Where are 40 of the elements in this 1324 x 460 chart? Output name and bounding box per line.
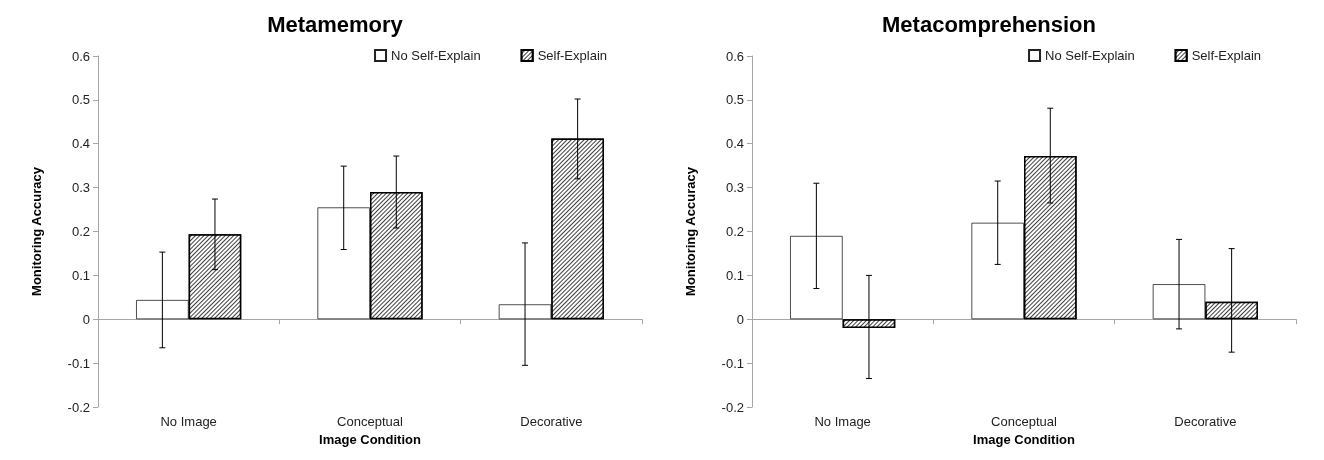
x-axis-title: Image Condition <box>319 431 421 447</box>
x-tick-label: Decorative <box>1174 414 1237 429</box>
y-tick-label: 0.6 <box>71 48 90 64</box>
y-tick-label: -0.2 <box>721 399 744 415</box>
legend-label: Self-Explain <box>537 48 608 63</box>
legend-label: No Self-Explain <box>391 48 481 63</box>
y-tick-label: 0.4 <box>71 136 90 152</box>
bar <box>136 299 189 320</box>
bar <box>498 304 552 320</box>
x-axis-title: Image Condition <box>973 431 1075 447</box>
y-tick-label: 0.4 <box>725 136 744 152</box>
y-tick-label: 0.3 <box>725 180 744 196</box>
legend-label: No Self-Explain <box>1045 48 1135 63</box>
y-tick-label: 0.5 <box>71 92 90 108</box>
y-tick-label: 0.5 <box>725 92 744 108</box>
x-tick-label: No Image <box>814 414 871 429</box>
y-tick-label: 0.3 <box>71 180 90 196</box>
bar <box>790 235 843 320</box>
y-axis-title: Monitoring Accuracy <box>29 166 44 296</box>
y-tick-label: 0.2 <box>71 224 90 239</box>
y-axis-title: Monitoring Accuracy <box>683 166 698 296</box>
chart-title: Metamemory <box>267 11 404 37</box>
y-tick-label: -0.1 <box>721 355 744 371</box>
y-tick-label: 0 <box>82 311 90 327</box>
x-tick-label: Conceptual <box>991 414 1057 429</box>
legend-label: Self-Explain <box>1191 48 1262 63</box>
bar <box>317 207 370 320</box>
y-tick-label: -0.1 <box>67 355 90 371</box>
x-tick-label: No Image <box>160 414 217 429</box>
y-tick-label: 0.1 <box>71 267 90 283</box>
y-tick-label: -0.2 <box>67 399 90 415</box>
x-tick-label: Conceptual <box>337 414 403 429</box>
y-tick-label: 0.2 <box>725 224 744 239</box>
y-tick-label: 0.1 <box>725 267 744 283</box>
chart-title: Metacomprehension <box>882 11 1096 37</box>
y-tick-label: 0.6 <box>725 48 744 64</box>
x-tick-label: Decorative <box>520 414 583 429</box>
bar <box>971 222 1024 320</box>
y-tick-label: 0 <box>736 311 744 327</box>
bar <box>1152 284 1206 320</box>
